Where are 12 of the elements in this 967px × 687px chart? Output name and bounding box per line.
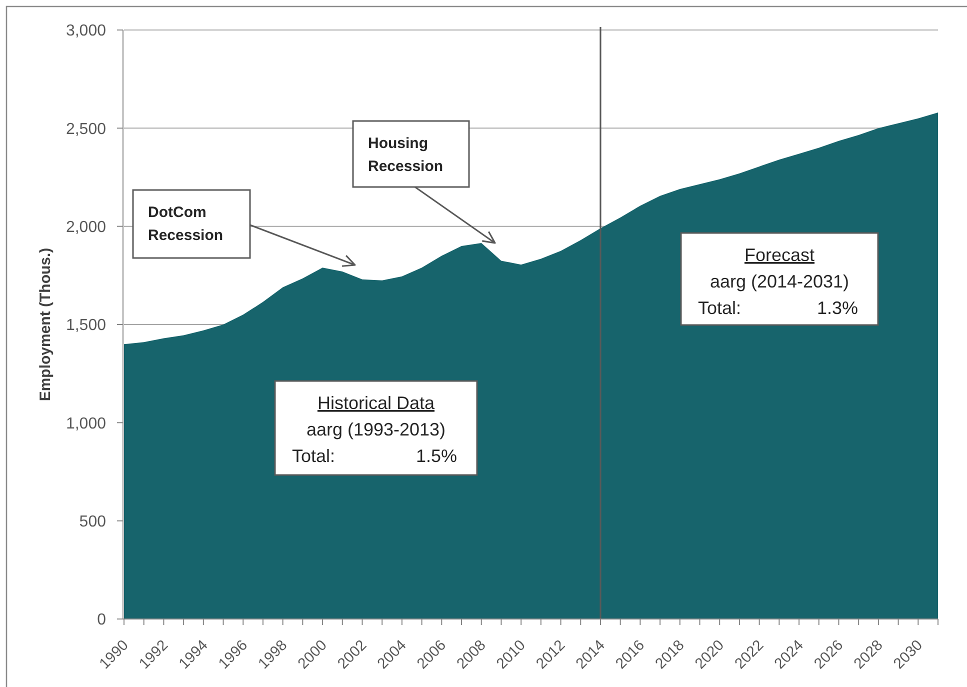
y-tick-label: 2,500 <box>66 120 106 138</box>
y-tick-label: 500 <box>79 513 106 530</box>
y-tick-label: 0 <box>97 612 106 629</box>
annotation: Housing Recession <box>368 135 444 175</box>
y-tick-label: 2,000 <box>66 218 106 236</box>
text: Historical Data aarg (1993-2013) Total: 1.5% <box>292 393 457 466</box>
y-tick-label: 3,000 <box>66 22 106 40</box>
y-tick-label: 1,000 <box>66 415 106 432</box>
annotation: DotCom Recession <box>148 204 224 244</box>
text: Forecast aarg (2014-2031) Total: 1.3% <box>698 245 858 318</box>
y-tick-label: 1,500 <box>66 317 106 334</box>
y-axis-title: Employment (Thous.) <box>37 248 54 402</box>
